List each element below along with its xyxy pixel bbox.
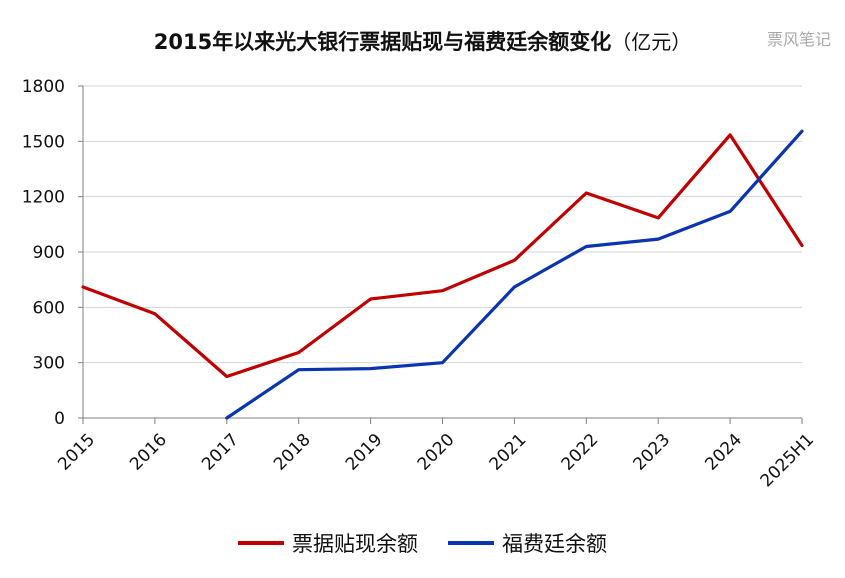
x-tick-label: 2018 <box>270 430 315 475</box>
x-tick-label: 2022 <box>558 430 603 475</box>
legend-label: 福费廷余额 <box>502 532 607 556</box>
watermark: 票风笔记 <box>766 30 831 49</box>
y-tick-labels: 0 300 600 900 1200 1500 1800 <box>22 77 65 429</box>
x-tick-label: 2016 <box>126 430 171 475</box>
x-tick-label: 2025H1 <box>757 430 818 491</box>
y-tick-label: 900 <box>33 243 65 263</box>
x-tick-label: 2015 <box>54 430 99 475</box>
y-tick-label: 1800 <box>22 77 65 97</box>
y-tick-label: 1500 <box>22 132 65 152</box>
y-tick-label: 600 <box>33 298 65 318</box>
chart-title-text: 2015年以来光大银行票据贴现与福费廷余额变化 <box>153 30 612 54</box>
x-tick-label: 2020 <box>414 430 459 475</box>
chart-title-unit: （亿元） <box>611 30 692 54</box>
y-tick-label: 1200 <box>22 188 65 208</box>
legend-item: 福费廷余额 <box>448 528 607 558</box>
legend: 票据贴现余额 福费廷余额 <box>0 528 845 558</box>
x-tick-label: 2017 <box>198 430 243 475</box>
gridlines <box>83 85 802 364</box>
x-tick-label: 2019 <box>342 430 387 475</box>
series-lines <box>81 129 804 420</box>
legend-swatch <box>448 541 494 545</box>
x-tick-label: 2024 <box>701 430 746 475</box>
chart-title: 2015年以来光大银行票据贴现与福费廷余额变化（亿元） <box>0 26 845 56</box>
x-tick-label: 2021 <box>486 430 531 475</box>
y-tick-label: 0 <box>54 409 65 429</box>
series-line-2 <box>225 129 804 420</box>
series-line-1 <box>81 133 804 379</box>
legend-item: 票据贴现余额 <box>238 528 418 558</box>
legend-label: 票据贴现余额 <box>292 532 418 556</box>
y-tick-label: 300 <box>33 354 65 374</box>
x-tick-label: 2023 <box>629 430 674 475</box>
x-tick-labels: 2015 2016 2017 2018 2019 2020 2021 2022 2023 2024… <box>54 430 818 491</box>
axes <box>78 85 803 424</box>
legend-swatch <box>238 541 284 545</box>
